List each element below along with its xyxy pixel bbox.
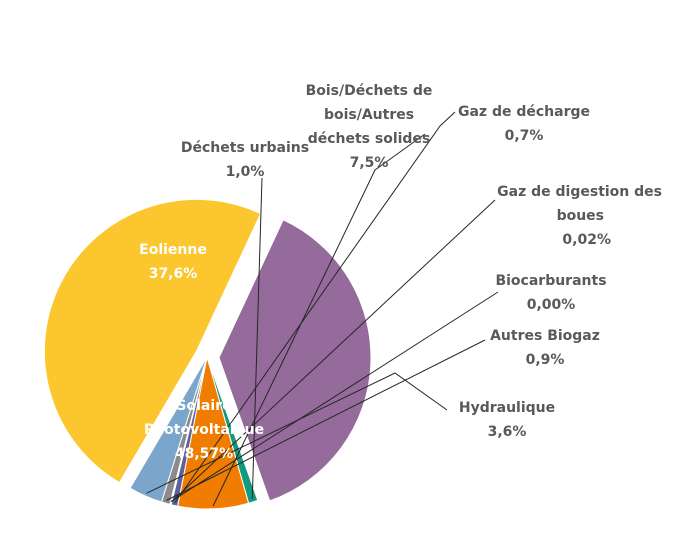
label-solaire-photovoltaique: Solaire Photovoltaique 48,57%: [144, 398, 264, 462]
leader-line-hydraulique: [146, 372, 448, 494]
pie-slice-eolienne: [218, 219, 372, 502]
label-name: Photovoltaique: [144, 422, 264, 438]
label-value: 1,0%: [226, 164, 265, 180]
label-name: Bois/Déchets de: [306, 83, 433, 99]
label-eolienne: Eolienne 37,6%: [139, 242, 207, 282]
label-gaz-de-digestion-des-boues: Gaz de digestion des boues 0,02%: [497, 184, 662, 248]
label-value: 0,00%: [527, 297, 576, 313]
label-hydraulique: Hydraulique 3,6%: [459, 400, 555, 440]
leader-line-dechets-urbains: [251, 177, 263, 499]
label-gaz-de-decharge: Gaz de décharge 0,7%: [458, 104, 590, 144]
label-name: Solaire: [176, 398, 231, 414]
pie-slice-hydraulique: [129, 356, 208, 503]
label-value: 48,57%: [175, 446, 233, 462]
label-name: Déchets urbains: [181, 140, 309, 156]
label-name: déchets solides: [308, 131, 431, 147]
leader-line-autres-biogaz: [166, 339, 486, 501]
label-bois-dechets-de-bois-autres-dechets-solides: Bois/Déchets de bois/Autres déchets solide…: [306, 83, 433, 171]
leader-lines: [146, 111, 499, 507]
label-dechets-urbains: Déchets urbains 1,0%: [181, 140, 309, 180]
label-name: Gaz de décharge: [458, 104, 590, 120]
label-autres-biogaz: Autres Biogaz 0,9%: [490, 328, 600, 368]
label-name: Biocarburants: [495, 273, 606, 289]
leader-line-bois-dechets-de-bois-autres-dechets-solides: [212, 133, 426, 507]
label-name: Hydraulique: [459, 400, 555, 416]
label-name: Eolienne: [139, 242, 207, 258]
label-value: 0,7%: [505, 128, 544, 144]
slice-labels: Eolienne 37,6% Déchets urbains 1,0% Bois/Déc…: [139, 83, 662, 462]
leader-line-gaz-de-decharge: [174, 111, 456, 503]
label-value: 3,6%: [488, 424, 527, 440]
label-name: Autres Biogaz: [490, 328, 600, 344]
leader-line-gaz-de-digestion-des-boues: [171, 199, 496, 503]
label-name: Gaz de digestion des: [497, 184, 662, 200]
label-name: bois/Autres: [324, 107, 414, 123]
label-value: 37,6%: [149, 266, 198, 282]
label-biocarburants: Biocarburants 0,00%: [495, 273, 606, 313]
pie-slices: [43, 198, 372, 510]
label-name: boues: [557, 208, 604, 224]
label-value: 7,5%: [350, 155, 389, 171]
label-value: 0,9%: [526, 352, 565, 368]
pie-slice-solaire-photovoltaique: [43, 198, 262, 484]
label-value: 0,02%: [562, 232, 611, 248]
leader-line-biocarburants: [170, 291, 499, 502]
